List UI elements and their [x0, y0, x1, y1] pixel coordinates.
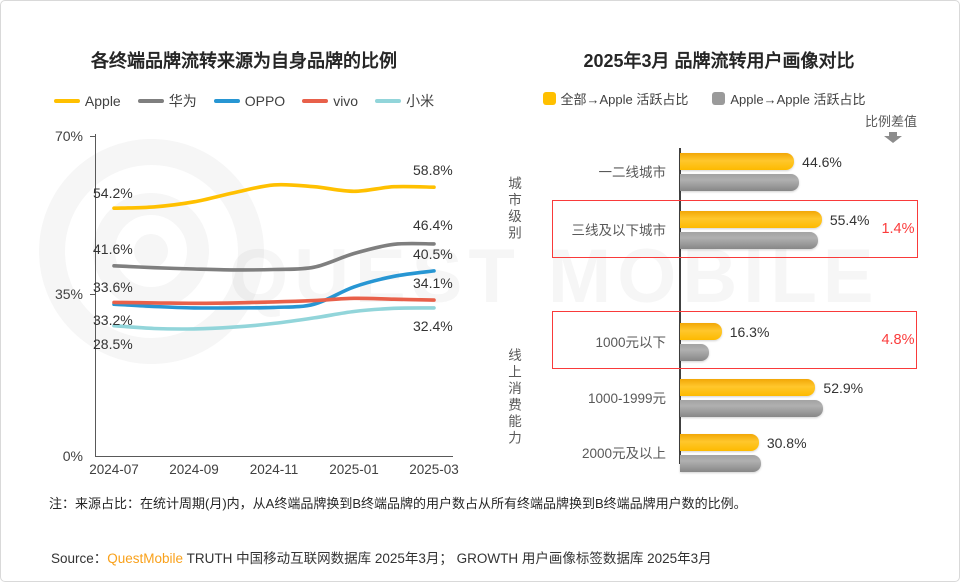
legend-line-swatch-icon [375, 99, 402, 103]
first-value-label: 54.2% [93, 185, 133, 201]
bar-value-label: 44.6% [802, 154, 842, 170]
last-value-label: 46.4% [413, 217, 453, 233]
bar-apple-to-apple [680, 174, 799, 191]
bar-category-label: 1000-1999元 [587, 391, 666, 406]
diff-value-label: 4.8% [881, 332, 915, 348]
y-tick-35: 35% [54, 286, 83, 302]
x-tick-label: 2024-09 [169, 462, 219, 477]
bar-category-label: 一二线城市 [598, 165, 667, 180]
first-value-label: 33.6% [93, 279, 133, 295]
bar-category-label: 三线及以下城市 [571, 223, 667, 238]
legend-item-all-to-apple: 全部→Apple 活跃占比 [542, 89, 689, 108]
bar-all-to-apple [680, 434, 759, 451]
legend-label: vivo [333, 93, 359, 109]
y-axis-tick-mark [90, 294, 95, 295]
bar-apple-to-apple [680, 455, 761, 472]
footnote: 注：来源占比：在统计周期(月)内，从A终端品牌换到B终端品牌的用户数占从所有终端… [49, 496, 747, 511]
x-tick-label: 2024-07 [89, 462, 139, 477]
last-value-label: 40.5% [413, 246, 453, 262]
bar-apple-to-apple [680, 232, 818, 249]
legend-label: 华为 [168, 93, 197, 109]
diff-header-label: 比例差值 [864, 114, 917, 129]
legend-label: 小米 [406, 93, 435, 109]
line-chart-x-axis [95, 456, 453, 457]
line-chart-title: 各终端品牌流转来源为自身品牌的比例 [91, 51, 397, 71]
highlight-box [552, 200, 918, 258]
bar-category-label: 1000元以下 [595, 335, 666, 350]
arrow-down-icon [884, 132, 902, 143]
last-value-label: 58.8% [413, 162, 453, 178]
legend-line-swatch-icon [213, 99, 240, 103]
bar-chart-legend: 全部→Apple 活跃占比 Apple→Apple 活跃占比 [499, 89, 909, 108]
x-tick-label: 2025-03 [409, 462, 459, 477]
bar-value-label: 30.8% [766, 435, 807, 451]
y-tick-70: 70% [54, 128, 83, 144]
legend-label: Apple [84, 93, 121, 109]
bar-apple-to-apple [680, 344, 709, 361]
bar-value-label: 16.3% [729, 324, 770, 340]
source-brand: QuestMobile [107, 551, 184, 566]
bar-all-to-apple [680, 323, 722, 340]
bar-chart-title: 2025年3月 品牌流转用户画像对比 [583, 51, 855, 71]
source-prefix: Source： [51, 551, 108, 566]
first-value-label: 33.2% [93, 312, 133, 328]
legend-item-apple-to-apple: Apple→Apple 活跃占比 [712, 89, 866, 108]
arrow-stem [889, 132, 897, 136]
highlight-box [552, 311, 917, 369]
bar-category-label: 2000元及以上 [581, 446, 666, 461]
bar-all-to-apple [680, 211, 822, 228]
first-value-label: 41.6% [93, 241, 133, 257]
x-tick-label: 2025-01 [329, 462, 379, 477]
source-rest: TRUTH 中国移动互联网数据库 2025年3月； GROWTH 用户画像标签数… [183, 551, 712, 566]
x-tick-label: 2024-11 [249, 462, 299, 477]
group-label-city-tier: 城市级别 [506, 176, 521, 242]
legend-square-swatch-icon [712, 92, 726, 105]
bar-chart-baseline-axis [679, 148, 681, 464]
group-label-online-spending: 线上消费能力 [506, 347, 521, 447]
source-line: Source：QuestMobile TRUTH 中国移动互联网数据库 2025… [51, 547, 941, 567]
diff-value-label: 1.4% [881, 221, 915, 237]
arrow-head [884, 136, 902, 143]
legend-item-小米: 小米 [375, 91, 434, 111]
last-value-label: 32.4% [413, 318, 453, 334]
legend-label: OPPO [244, 93, 286, 109]
bar-all-to-apple [680, 153, 794, 170]
line-chart-legend: Apple 华为 OPPO vivo 小米 [39, 91, 449, 111]
legend-item-vivo: vivo [302, 93, 358, 109]
legend-line-swatch-icon [302, 99, 329, 103]
line-chart-y-axis [95, 134, 96, 456]
first-value-label: 28.5% [93, 336, 133, 352]
legend-line-swatch-icon [137, 99, 164, 103]
legend-label: 全部→Apple 活跃占比 [560, 92, 689, 107]
legend-item-OPPO: OPPO [213, 93, 286, 109]
legend-line-swatch-icon [53, 99, 80, 103]
y-axis-tick-mark [90, 136, 95, 137]
bar-apple-to-apple [680, 400, 823, 417]
bar-value-label: 55.4% [829, 212, 870, 228]
last-value-label: 34.1% [413, 275, 453, 291]
legend-label: Apple→Apple 活跃占比 [730, 92, 866, 107]
legend-item-Apple: Apple [53, 93, 121, 109]
bar-all-to-apple [680, 379, 815, 396]
bar-value-label: 52.9% [823, 380, 864, 396]
legend-item-华为: 华为 [137, 91, 197, 111]
legend-square-swatch-icon [542, 92, 556, 105]
watermark-logo-dot-icon [134, 234, 168, 268]
y-tick-0: 0% [62, 448, 83, 464]
